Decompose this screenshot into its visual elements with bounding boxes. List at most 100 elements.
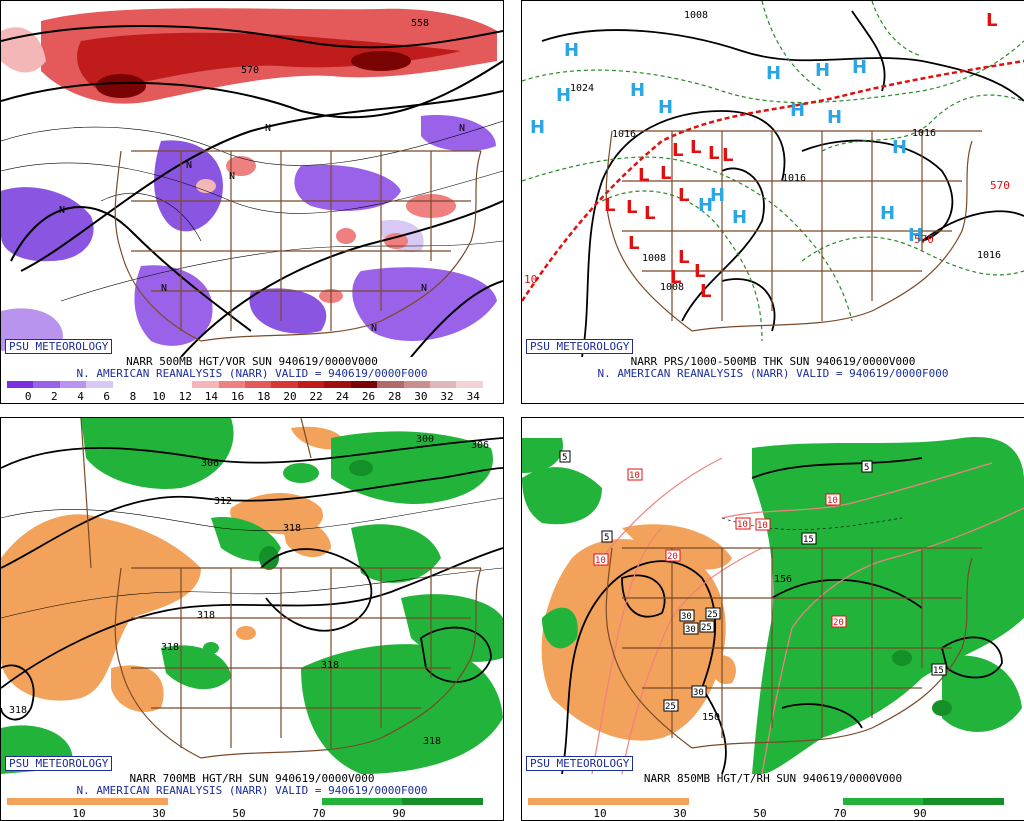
height-contour	[1, 547, 503, 689]
vorticity-min-label: N	[161, 283, 167, 294]
colorbar-label: 26	[361, 390, 376, 403]
height-contour	[1, 25, 503, 49]
height-label: 318	[423, 736, 441, 747]
coastline	[605, 547, 693, 749]
vorticity-min-label: N	[186, 160, 192, 171]
contour-label-box: 25	[699, 620, 715, 633]
colorbar-label: 6	[103, 390, 110, 403]
svg-text:10: 10	[737, 520, 748, 530]
low-pressure-marker: L	[660, 163, 671, 184]
panel-subtitle: N. AMERICAN REANALYSIS (NARR) VALID = 94…	[597, 367, 949, 380]
panel-pressure-thickness: H H H H H H H H H H H H H H H H L L L L …	[521, 0, 1024, 404]
thickness-label: 570	[914, 233, 934, 246]
contour-label-box: 5	[861, 460, 873, 473]
height-label: 156	[774, 574, 792, 585]
svg-text:25: 25	[707, 610, 718, 620]
isobar	[921, 210, 1024, 242]
colorbar-swatch	[33, 381, 60, 388]
vorticity-min-label: N	[459, 123, 465, 134]
svg-text:5: 5	[562, 453, 567, 463]
svg-text:30: 30	[693, 688, 704, 698]
isobar-label: 1008	[660, 282, 684, 293]
colorbar-swatch	[244, 381, 272, 388]
thickness-contour	[522, 40, 1024, 104]
low-pressure-marker: L	[678, 247, 689, 268]
map-850mb-temp-rh: 5 5 5 10 10 10 10 10 15 15 20 20 25 25 2…	[522, 418, 1024, 774]
svg-text:30: 30	[685, 625, 696, 635]
height-contour	[10, 206, 252, 332]
panel-500mb-vorticity: 558 570 N N N N N N N N PSU METEOROLOGY …	[0, 0, 504, 404]
psu-badge: PSU METEOROLOGY	[5, 339, 113, 354]
high-pressure-marker: H	[892, 137, 907, 158]
colorbar-label: 90	[392, 807, 406, 820]
height-contour	[420, 626, 492, 683]
isobar	[721, 278, 776, 332]
colorbar-label: 24	[335, 390, 349, 403]
low-pressure-marker: L	[986, 10, 997, 31]
map-700mb-rh: 306 312 300 306 318 318 318 318 318 318	[1, 418, 503, 774]
panel-subtitle: N. AMERICAN REANALYSIS (NARR) VALID = 94…	[76, 784, 428, 797]
coastline	[200, 567, 482, 759]
contour-label-box: 5	[559, 450, 571, 463]
isotherm	[601, 457, 723, 559]
colorbar-label: 16	[230, 390, 245, 403]
colorbar-swatch	[297, 381, 325, 388]
colorbar-labels: 10 30 50 70 90	[528, 807, 1004, 820]
thickness-label: 570	[990, 179, 1010, 192]
height-label: 300	[416, 434, 434, 445]
contour-label: 570	[241, 65, 259, 76]
colorbar-label: 0	[24, 390, 32, 403]
low-pressure-marker: L	[690, 137, 701, 158]
high-pressure-marker: H	[530, 117, 545, 138]
height-label: 318	[161, 642, 179, 653]
height-contour	[751, 457, 923, 479]
isobar	[681, 167, 765, 322]
low-pressure-marker: L	[638, 165, 649, 186]
colorbar-label: 10	[72, 807, 86, 820]
colorbar-label: 8	[129, 390, 137, 403]
coastline	[691, 140, 973, 332]
contour-label-box: 10	[735, 517, 751, 530]
psu-badge: PSU METEOROLOGY	[526, 756, 634, 771]
contour-label-box: 30	[679, 609, 695, 622]
height-label: 150	[702, 712, 720, 723]
panel-850mb-temp-rh: 5 5 5 10 10 10 10 10 15 15 20 20 25 25 2…	[521, 417, 1024, 821]
low-pressure-marker: L	[604, 195, 615, 216]
svg-text:5: 5	[864, 463, 869, 473]
moist-region	[752, 437, 1024, 774]
vorticity-min-label: N	[421, 283, 427, 294]
colorbar-label: 28	[388, 390, 402, 403]
svg-text:10: 10	[827, 496, 838, 506]
high-pressure-marker: H	[658, 97, 673, 118]
vorticity-max	[351, 51, 411, 71]
contour-label-box: 10	[593, 553, 609, 566]
colorbar-swatch	[430, 381, 457, 388]
colorbar	[7, 798, 483, 805]
colorbar-swatch	[112, 381, 140, 388]
colorbar-label: 2	[51, 390, 58, 403]
height-contour	[940, 636, 1003, 679]
map-pressure-thickness: H H H H H H H H H H H H H H H H L L L L …	[522, 1, 1024, 357]
contour-label-box: 30	[683, 622, 699, 635]
contour-label-box: 25	[663, 699, 679, 712]
low-pressure-marker: L	[678, 185, 689, 206]
contour-label: 558	[411, 18, 429, 29]
colorbar-labels: 0 2 4 6 8 10 12 14 16 18 20 22 24 26 28 30 32 34	[7, 390, 483, 403]
panel-subtitle: N. AMERICAN REANALYSIS (NARR) VALID = 94…	[76, 367, 428, 380]
colorbar-label: 30	[152, 807, 166, 820]
vorticity-min-label: N	[229, 171, 235, 182]
high-pressure-marker: H	[698, 195, 713, 216]
isobar-label: 1016	[977, 250, 1001, 261]
thickness-label: 10	[524, 273, 537, 286]
vorticity-min-label: N	[371, 323, 377, 334]
vorticity-min-label: N	[59, 205, 65, 216]
high-pressure-marker: H	[852, 57, 867, 78]
height-contour	[701, 687, 727, 774]
high-pressure-marker: H	[732, 207, 747, 228]
high-pressure-marker: H	[827, 107, 842, 128]
height-label: 306	[471, 440, 489, 451]
vorticity-max	[96, 74, 146, 98]
svg-text:15: 15	[803, 535, 814, 545]
height-label: 318	[321, 660, 339, 671]
thickness-contour	[821, 94, 1024, 152]
